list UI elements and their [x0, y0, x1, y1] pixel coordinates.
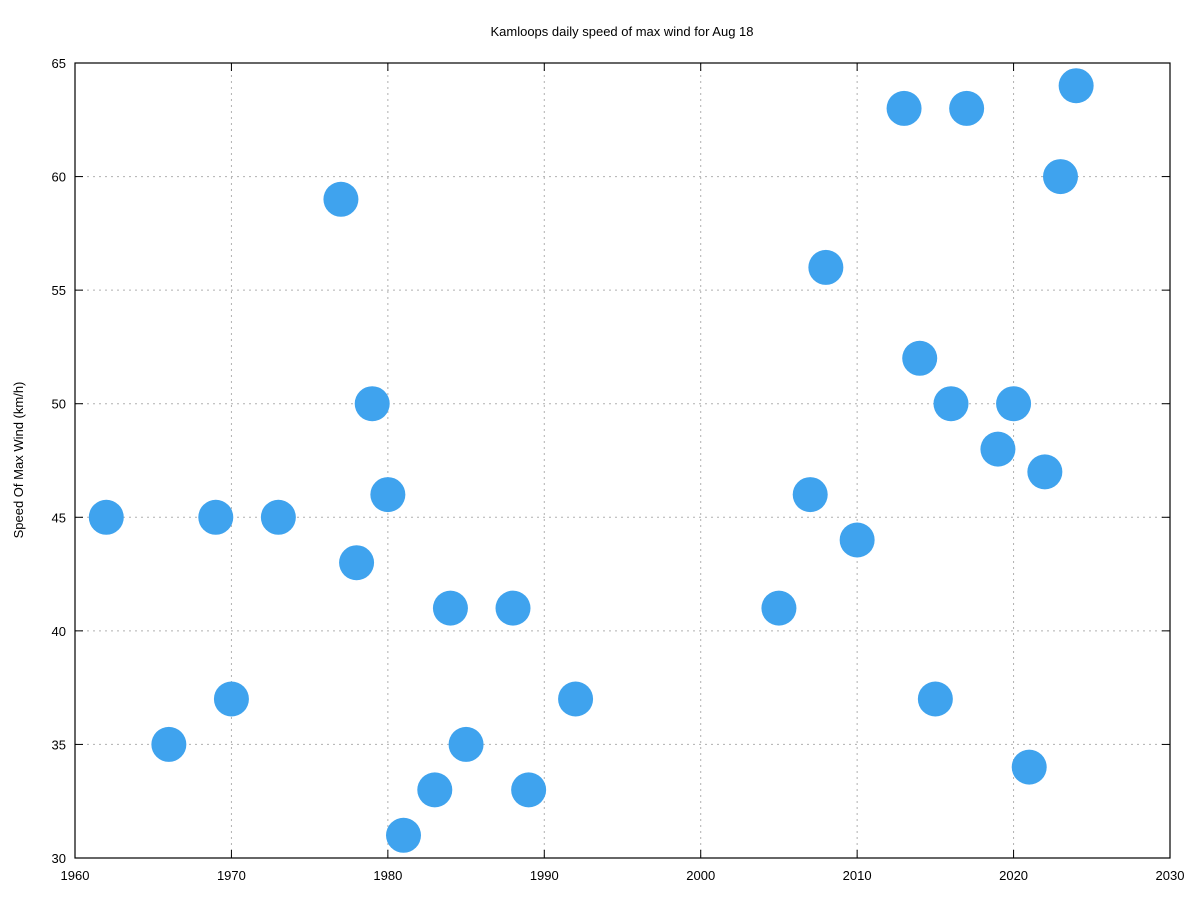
data-point	[511, 772, 547, 808]
grid-lines	[75, 63, 1170, 858]
data-point	[151, 726, 187, 762]
data-point	[354, 386, 390, 422]
data-point	[980, 431, 1016, 467]
y-tick-label: 55	[52, 283, 66, 298]
x-tick-label: 1970	[217, 868, 246, 883]
data-point	[1011, 749, 1047, 785]
data-point	[432, 590, 468, 626]
data-point	[88, 499, 124, 535]
data-point	[761, 590, 797, 626]
y-tick-label: 30	[52, 851, 66, 866]
data-point	[198, 499, 234, 535]
data-point	[213, 681, 249, 717]
data-point	[792, 477, 828, 513]
y-tick-label: 45	[52, 510, 66, 525]
data-point	[902, 340, 938, 376]
data-point	[1058, 68, 1094, 104]
data-point	[933, 386, 969, 422]
y-tick-label: 50	[52, 397, 66, 412]
data-point	[917, 681, 953, 717]
x-tick-label: 1990	[530, 868, 559, 883]
x-tick-label: 1980	[373, 868, 402, 883]
y-axis-label: Speed Of Max Wind (km/h)	[11, 382, 26, 539]
y-tick-label: 65	[52, 56, 66, 71]
plot-frame	[74, 62, 1171, 859]
data-point	[495, 590, 531, 626]
chart-title: Kamloops daily speed of max wind for Aug…	[490, 24, 753, 39]
axis-ticks: 1960 1970 1980 1990 2000 2010 2020 2030 30 35 40 45…	[52, 56, 1185, 883]
data-point	[886, 90, 922, 126]
data-points	[88, 68, 1094, 853]
y-tick-label: 60	[52, 170, 66, 185]
data-point	[558, 681, 594, 717]
x-tick-label: 2030	[1156, 868, 1185, 883]
data-point	[1027, 454, 1063, 490]
y-tick-label: 35	[52, 737, 66, 752]
data-point	[839, 522, 875, 558]
x-tick-label: 2020	[999, 868, 1028, 883]
data-point	[339, 545, 375, 581]
x-tick-label: 2010	[843, 868, 872, 883]
data-point	[260, 499, 296, 535]
data-point	[1043, 159, 1078, 195]
data-point	[323, 181, 359, 217]
data-point	[996, 386, 1032, 422]
x-tick-label: 2000	[686, 868, 715, 883]
y-tick-label: 40	[52, 624, 66, 639]
data-point	[370, 477, 406, 513]
data-point	[949, 90, 985, 126]
data-point	[808, 249, 844, 285]
data-point	[386, 817, 421, 853]
data-point	[417, 772, 453, 808]
x-tick-label: 1960	[61, 868, 90, 883]
data-point	[448, 726, 484, 762]
